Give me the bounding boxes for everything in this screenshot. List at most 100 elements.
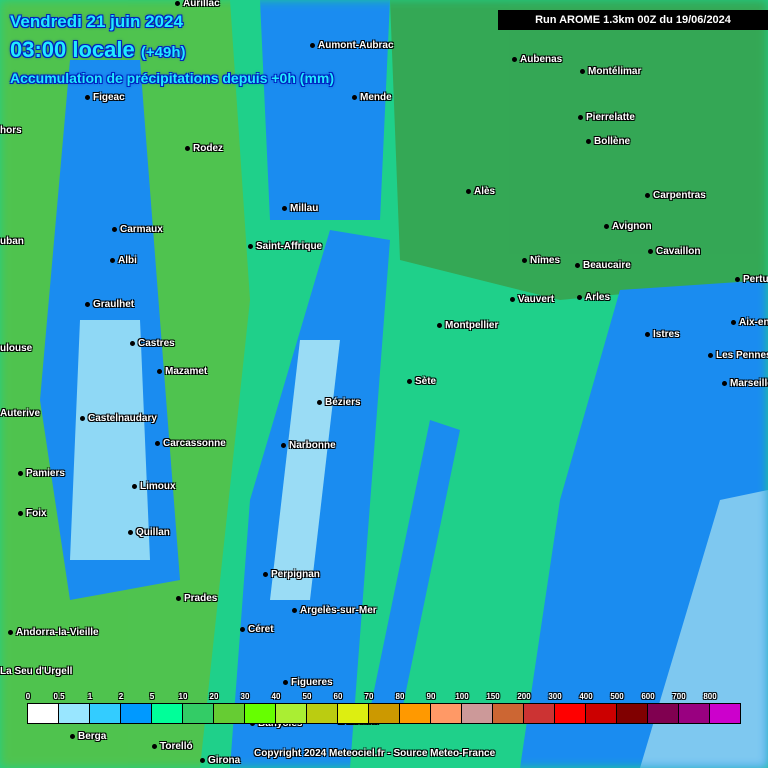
city-label: Aubenas bbox=[512, 54, 562, 66]
city-name: Limoux bbox=[140, 481, 176, 492]
city-marker-icon bbox=[310, 42, 315, 48]
legend-tick: 2 bbox=[118, 692, 124, 701]
legend-tick: 50 bbox=[302, 692, 312, 701]
legend-swatch bbox=[338, 704, 369, 723]
city-name: Béziers bbox=[325, 397, 361, 408]
city-label: Carmaux bbox=[112, 224, 163, 236]
city-marker-icon bbox=[85, 301, 90, 307]
city-marker-icon bbox=[577, 294, 582, 300]
legend-swatch bbox=[586, 704, 617, 723]
city-label: Limoux bbox=[132, 481, 176, 493]
city-label: Pierrelatte bbox=[578, 112, 635, 124]
city-name: Castelnaudary bbox=[88, 413, 157, 424]
legend-tick: 20 bbox=[209, 692, 219, 701]
city-name: uban bbox=[0, 236, 24, 247]
city-label: Bollène bbox=[586, 136, 630, 148]
legend-swatch bbox=[524, 704, 555, 723]
city-marker-icon bbox=[648, 248, 653, 254]
city-marker-icon bbox=[85, 94, 90, 100]
city-marker-icon bbox=[407, 378, 412, 384]
city-name: Cavaillon bbox=[656, 246, 701, 257]
city-name: Prades bbox=[184, 593, 218, 604]
city-marker-icon bbox=[735, 276, 740, 282]
legend-swatch bbox=[245, 704, 276, 723]
city-label: Nîmes bbox=[522, 255, 560, 267]
city-marker-icon bbox=[466, 188, 471, 194]
city-label: Beaucaire bbox=[575, 260, 631, 272]
city-label: Prades bbox=[176, 593, 217, 605]
city-name: Mende bbox=[360, 92, 392, 103]
city-label: Castelnaudary bbox=[80, 413, 157, 425]
city-marker-icon bbox=[132, 483, 137, 489]
city-marker-icon bbox=[580, 68, 585, 74]
city-label: Saint-Affrique bbox=[248, 241, 322, 253]
city-name: Montpellier bbox=[445, 320, 499, 331]
city-marker-icon bbox=[263, 571, 268, 577]
city-label: Millau bbox=[282, 203, 318, 215]
legend-tick: 100 bbox=[455, 692, 469, 701]
city-name: Bollène bbox=[594, 136, 631, 147]
city-name: Figueres bbox=[291, 677, 333, 688]
city-marker-icon bbox=[18, 470, 23, 476]
city-label: Pertu bbox=[735, 274, 768, 286]
legend-tick: 0 bbox=[25, 692, 31, 701]
city-name: Céret bbox=[248, 624, 274, 635]
city-label: Mende bbox=[352, 92, 392, 104]
parameter-title: Accumulation de précipitations depuis +0… bbox=[10, 70, 334, 86]
legend-tick: 40 bbox=[271, 692, 281, 701]
city-name: Aix-en- bbox=[739, 317, 768, 328]
city-name: Pertu bbox=[743, 274, 768, 285]
city-name: ulouse bbox=[0, 343, 33, 354]
city-label: Aix-en- bbox=[731, 317, 768, 329]
legend-swatch bbox=[59, 704, 90, 723]
city-label: Les Pennes bbox=[708, 350, 768, 362]
legend-tick: 600 bbox=[641, 692, 655, 701]
forecast-time: 03:00 locale (+49h) bbox=[10, 37, 185, 62]
legend-tick: 200 bbox=[517, 692, 531, 701]
city-label: Andorra-la-Vieille bbox=[8, 627, 99, 639]
city-label: Rodez bbox=[185, 143, 223, 155]
city-name: La Seu d'Urgell bbox=[0, 666, 73, 677]
city-label: Béziers bbox=[317, 397, 361, 409]
city-label: ulouse bbox=[0, 343, 32, 355]
city-name: Perpignan bbox=[271, 569, 320, 580]
city-marker-icon bbox=[604, 223, 609, 229]
city-marker-icon bbox=[578, 114, 583, 120]
city-marker-icon bbox=[155, 440, 160, 446]
city-marker-icon bbox=[282, 205, 287, 211]
city-name: Nîmes bbox=[530, 255, 561, 266]
city-label: Mazamet bbox=[157, 366, 207, 378]
legend-swatch bbox=[648, 704, 679, 723]
legend-swatch bbox=[183, 704, 214, 723]
legend-swatch bbox=[121, 704, 152, 723]
city-marker-icon bbox=[70, 733, 75, 739]
city-name: Vauvert bbox=[518, 294, 555, 305]
legend-swatch bbox=[400, 704, 431, 723]
city-name: Saint-Affrique bbox=[256, 241, 323, 252]
city-label: Quillan bbox=[128, 527, 170, 539]
legend-swatch bbox=[152, 704, 183, 723]
legend-swatch bbox=[431, 704, 462, 723]
legend-tick: 1 bbox=[87, 692, 93, 701]
run-info: Run AROME 1.3km 00Z du 19/06/2024 bbox=[498, 10, 768, 30]
legend-swatch bbox=[462, 704, 493, 723]
legend-swatch bbox=[369, 704, 400, 723]
city-label: Carcassonne bbox=[155, 438, 226, 450]
city-name: Istres bbox=[653, 329, 680, 340]
city-name: Auterive bbox=[0, 408, 41, 419]
legend-tick: 400 bbox=[579, 692, 593, 701]
city-marker-icon bbox=[522, 257, 527, 263]
city-label: Perpignan bbox=[263, 569, 320, 581]
legend-tick: 300 bbox=[548, 692, 562, 701]
color-legend bbox=[27, 703, 741, 724]
city-label: Carpentras bbox=[645, 190, 706, 202]
legend-swatch bbox=[276, 704, 307, 723]
city-label: Albi bbox=[110, 255, 137, 267]
city-name: Millau bbox=[290, 203, 319, 214]
city-marker-icon bbox=[200, 757, 205, 763]
copyright: Copyright 2024 Meteociel.fr - Source Met… bbox=[254, 748, 496, 759]
city-label: Berga bbox=[70, 731, 106, 743]
city-name: Girona bbox=[208, 755, 241, 766]
city-label: Foix bbox=[18, 508, 47, 520]
